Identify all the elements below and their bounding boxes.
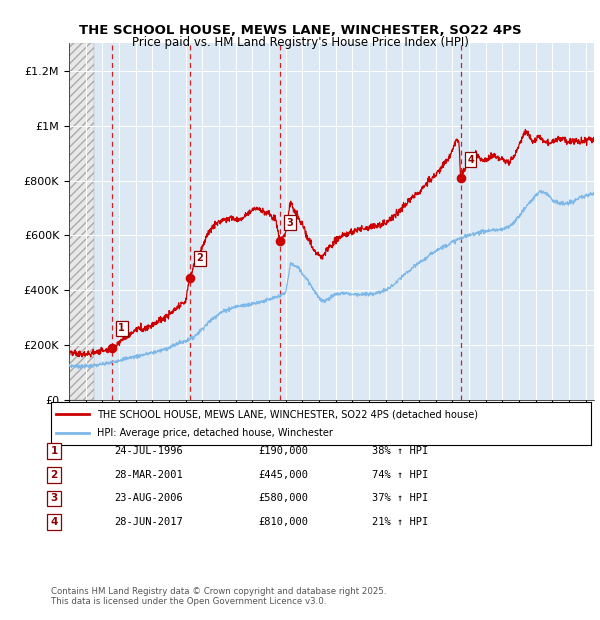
Text: HPI: Average price, detached house, Winchester: HPI: Average price, detached house, Winc… [97,428,333,438]
Text: 2: 2 [50,470,58,480]
Text: 37% ↑ HPI: 37% ↑ HPI [372,494,428,503]
Text: £810,000: £810,000 [258,517,308,527]
Point [185,273,194,283]
Text: £445,000: £445,000 [258,470,308,480]
Text: 3: 3 [286,218,293,228]
Text: Contains HM Land Registry data © Crown copyright and database right 2025.
This d: Contains HM Land Registry data © Crown c… [51,587,386,606]
Text: THE SCHOOL HOUSE, MEWS LANE, WINCHESTER, SO22 4PS (detached house): THE SCHOOL HOUSE, MEWS LANE, WINCHESTER,… [97,409,478,419]
Text: 23-AUG-2006: 23-AUG-2006 [114,494,183,503]
Text: 38% ↑ HPI: 38% ↑ HPI [372,446,428,456]
Text: 4: 4 [467,155,474,165]
Text: 28-JUN-2017: 28-JUN-2017 [114,517,183,527]
Text: THE SCHOOL HOUSE, MEWS LANE, WINCHESTER, SO22 4PS: THE SCHOOL HOUSE, MEWS LANE, WINCHESTER,… [79,24,521,37]
Text: 2: 2 [196,254,203,264]
Text: 28-MAR-2001: 28-MAR-2001 [114,470,183,480]
Text: 3: 3 [50,494,58,503]
Point [107,343,116,353]
Text: 1: 1 [50,446,58,456]
Point [275,236,284,246]
Text: 24-JUL-1996: 24-JUL-1996 [114,446,183,456]
Text: £580,000: £580,000 [258,494,308,503]
Bar [69,43,94,400]
Text: 4: 4 [50,517,58,527]
Text: £190,000: £190,000 [258,446,308,456]
Point [456,173,466,183]
Text: 74% ↑ HPI: 74% ↑ HPI [372,470,428,480]
Text: 1: 1 [118,324,125,334]
Text: 21% ↑ HPI: 21% ↑ HPI [372,517,428,527]
Text: Price paid vs. HM Land Registry's House Price Index (HPI): Price paid vs. HM Land Registry's House … [131,36,469,49]
